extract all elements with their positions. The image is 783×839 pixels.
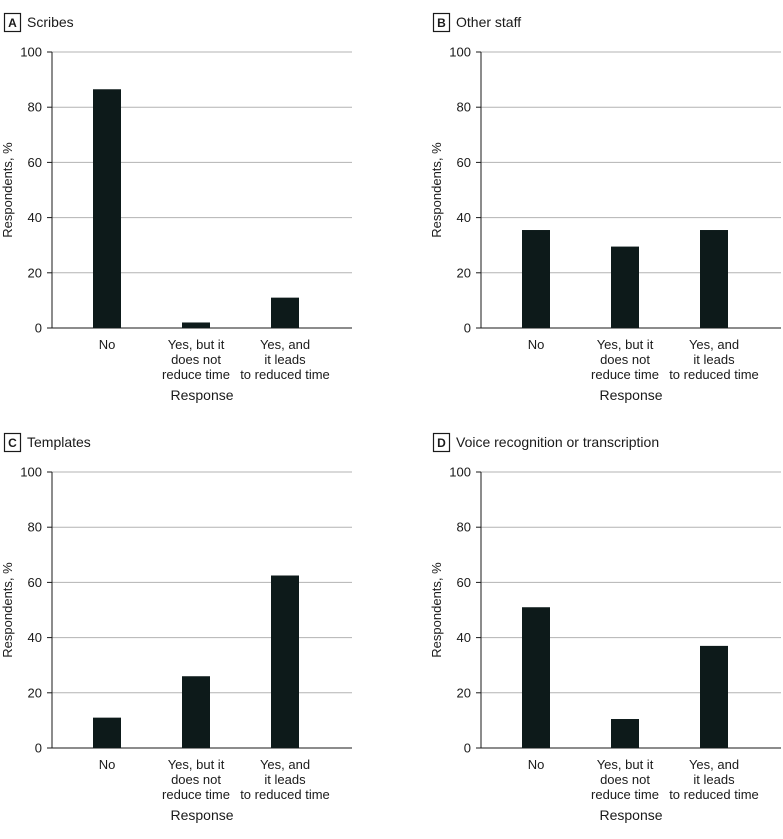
x-tick-label: reduce time [162, 787, 230, 802]
x-tick-label: to reduced time [240, 367, 330, 382]
panel-letter: A [8, 16, 17, 30]
y-tick-label: 100 [449, 465, 471, 480]
x-tick-label: to reduced time [669, 787, 759, 802]
x-tick-label: it leads [693, 772, 735, 787]
y-tick-label: 80 [28, 520, 42, 535]
x-tick-label: Yes, and [689, 337, 739, 352]
x-tick-label: No [528, 757, 545, 772]
y-tick-label: 0 [464, 321, 471, 336]
bar [700, 645, 728, 748]
x-tick-label: it leads [693, 352, 735, 367]
x-tick-label: to reduced time [240, 787, 330, 802]
x-tick-label: to reduced time [669, 367, 759, 382]
x-tick-label: Yes, but it [597, 337, 654, 352]
y-tick-label: 100 [20, 465, 42, 480]
x-tick-label: reduce time [591, 787, 659, 802]
y-tick-label: 20 [457, 685, 471, 700]
x-tick-label: it leads [264, 352, 306, 367]
x-tick-label: Yes, but it [168, 337, 225, 352]
bar [611, 246, 639, 328]
y-tick-label: 20 [28, 685, 42, 700]
x-tick-label: does not [600, 352, 650, 367]
bar [182, 676, 210, 748]
panel-a: A Scribes 0 20 40 60 80 100 Respondents, % No Yes,… [0, 12, 352, 403]
x-tick-label: reduce time [162, 367, 230, 382]
panel-title: Scribes [27, 14, 74, 30]
x-tick-label: it leads [264, 772, 306, 787]
bar [93, 89, 121, 328]
bar [522, 607, 550, 748]
y-tick-label: 0 [35, 321, 42, 336]
y-tick-label: 60 [28, 575, 42, 590]
panel-letter: D [437, 436, 446, 450]
y-tick-label: 40 [457, 210, 471, 225]
panel-letter-box [432, 432, 451, 453]
x-tick-label: No [99, 757, 116, 772]
y-tick-label: 80 [457, 520, 471, 535]
x-tick-label: does not [600, 772, 650, 787]
bar [522, 230, 550, 328]
y-axis-label: Respondents, % [429, 142, 444, 238]
panel-letter: C [8, 436, 17, 450]
x-tick-label: No [528, 337, 545, 352]
bar [611, 719, 639, 748]
x-tick-label: Yes, but it [597, 757, 654, 772]
x-tick-label: Yes, but it [168, 757, 225, 772]
bar [93, 717, 121, 748]
x-axis-label: Response [170, 807, 233, 823]
y-tick-label: 40 [28, 210, 42, 225]
x-tick-label: Yes, and [260, 337, 310, 352]
y-tick-label: 20 [457, 265, 471, 280]
y-tick-label: 0 [35, 741, 42, 756]
y-tick-label: 60 [28, 155, 42, 170]
x-axis-label: Response [599, 387, 662, 403]
y-axis-label: Respondents, % [429, 562, 444, 658]
panel-title: Voice recognition or transcription [456, 434, 659, 450]
y-axis-label: Respondents, % [0, 562, 15, 658]
panel-c: C Templates 0 20 40 60 80 100 Respondents, % No Ye… [0, 432, 352, 823]
y-tick-label: 60 [457, 155, 471, 170]
panel-letter-box [3, 12, 22, 33]
bar [182, 322, 210, 328]
x-tick-label: does not [171, 352, 221, 367]
x-tick-label: Yes, and [260, 757, 310, 772]
y-tick-label: 20 [28, 265, 42, 280]
panel-letter-box [432, 12, 451, 33]
panel-letter-box [3, 432, 22, 453]
y-tick-label: 0 [464, 741, 471, 756]
y-tick-label: 40 [28, 630, 42, 645]
bar [271, 297, 299, 328]
x-axis-label: Response [170, 387, 233, 403]
x-tick-label: No [99, 337, 116, 352]
y-axis-label: Respondents, % [0, 142, 15, 238]
y-tick-label: 80 [28, 100, 42, 115]
y-tick-label: 100 [20, 45, 42, 60]
y-tick-label: 100 [449, 45, 471, 60]
bar [700, 230, 728, 328]
y-tick-label: 60 [457, 575, 471, 590]
panel-b: B Other staff 0 20 40 60 80 100 Respondents, % No… [429, 12, 781, 403]
y-tick-label: 80 [457, 100, 471, 115]
y-tick-label: 40 [457, 630, 471, 645]
x-axis-label: Response [599, 807, 662, 823]
x-tick-label: reduce time [591, 367, 659, 382]
x-tick-label: does not [171, 772, 221, 787]
panel-title: Templates [27, 434, 91, 450]
bar [271, 575, 299, 748]
x-tick-label: Yes, and [689, 757, 739, 772]
panel-d: D Voice recognition or transcription 0 20 40… [429, 432, 781, 823]
panel-letter: B [437, 16, 446, 30]
panel-title: Other staff [456, 14, 521, 30]
